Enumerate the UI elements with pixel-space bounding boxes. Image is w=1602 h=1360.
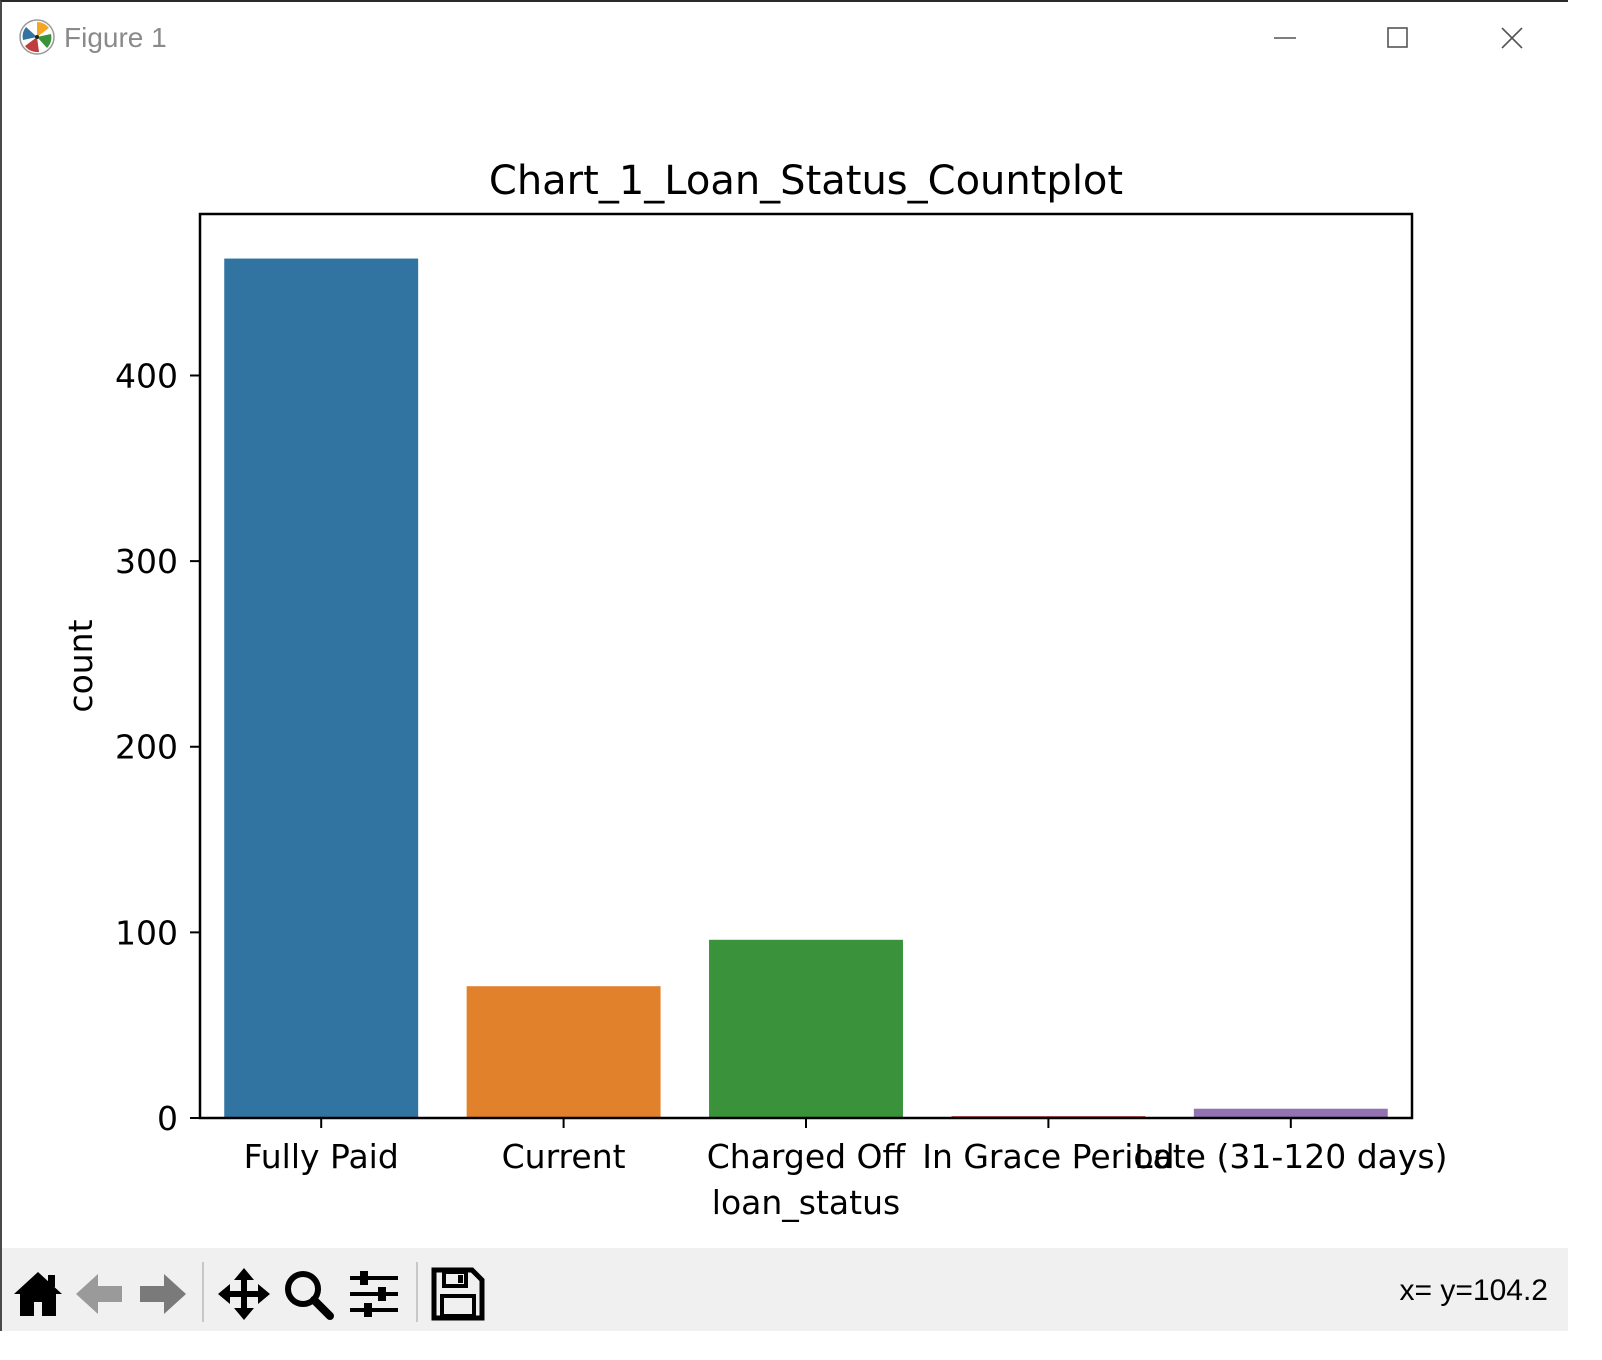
minimize-icon: [1274, 37, 1296, 39]
cursor-coordinates: x= y=104.2: [1399, 1274, 1548, 1307]
bar-chart: Chart_1_Loan_Status_Countplot Fully Paid C…: [61, 158, 1447, 1222]
x-tick-label: Fully Paid: [244, 1137, 399, 1176]
window-title: Figure 1: [64, 22, 167, 53]
bar-0: [224, 258, 419, 1118]
minimize-button[interactable]: [1255, 16, 1315, 60]
configure-subplots-icon: [350, 1271, 398, 1317]
title-bar: Figure 1: [2, 2, 1568, 78]
x-tick-label: Late (31-120 days): [1134, 1137, 1447, 1176]
forward-button[interactable]: [134, 1266, 190, 1322]
save-icon: [431, 1267, 485, 1321]
x-tick-label: Current: [502, 1137, 626, 1176]
zoom-button[interactable]: [280, 1266, 336, 1322]
x-tick-label: In Grace Period: [922, 1137, 1174, 1176]
back-arrow-icon: [76, 1274, 122, 1314]
y-tick-label: 400: [115, 356, 178, 395]
close-icon: [1501, 27, 1523, 49]
figure-canvas[interactable]: Chart_1_Loan_Status_Countplot Fully Paid C…: [2, 78, 1568, 1248]
home-button[interactable]: [10, 1266, 66, 1322]
navigation-toolbar: x= y=104.2: [2, 1248, 1568, 1331]
y-tick-label: 100: [115, 913, 178, 952]
toolbar-separator: [202, 1262, 204, 1322]
back-button[interactable]: [72, 1266, 128, 1322]
y-tick-label: 0: [157, 1099, 178, 1138]
y-tick-label: 300: [115, 542, 178, 581]
forward-arrow-icon: [140, 1274, 186, 1314]
maximize-icon: [1387, 27, 1408, 48]
matplotlib-logo-icon: [19, 19, 55, 55]
pan-icon: [218, 1268, 270, 1320]
zoom-icon: [285, 1271, 334, 1320]
close-button[interactable]: [1482, 16, 1542, 60]
configure-subplots-button[interactable]: [346, 1266, 402, 1322]
bar-2: [709, 939, 903, 1118]
y-axis-label: count: [61, 619, 100, 712]
y-tick-label: 200: [115, 728, 178, 767]
maximize-button[interactable]: [1368, 16, 1428, 60]
x-tick-label: Charged Off: [707, 1137, 907, 1176]
chart-title: Chart_1_Loan_Status_Countplot: [489, 158, 1123, 204]
save-button[interactable]: [430, 1266, 486, 1322]
toolbar-separator: [416, 1262, 418, 1322]
figure-window: Figure 1 Chart_1_Loan_Status_Countplot Fu…: [0, 0, 1568, 1331]
bar-1: [466, 986, 661, 1118]
home-icon: [14, 1272, 62, 1316]
x-axis-label: loan_status: [712, 1183, 900, 1222]
axes-frame: [198, 212, 1414, 1120]
bar-4: [1193, 1108, 1388, 1118]
pan-button[interactable]: [216, 1266, 272, 1322]
